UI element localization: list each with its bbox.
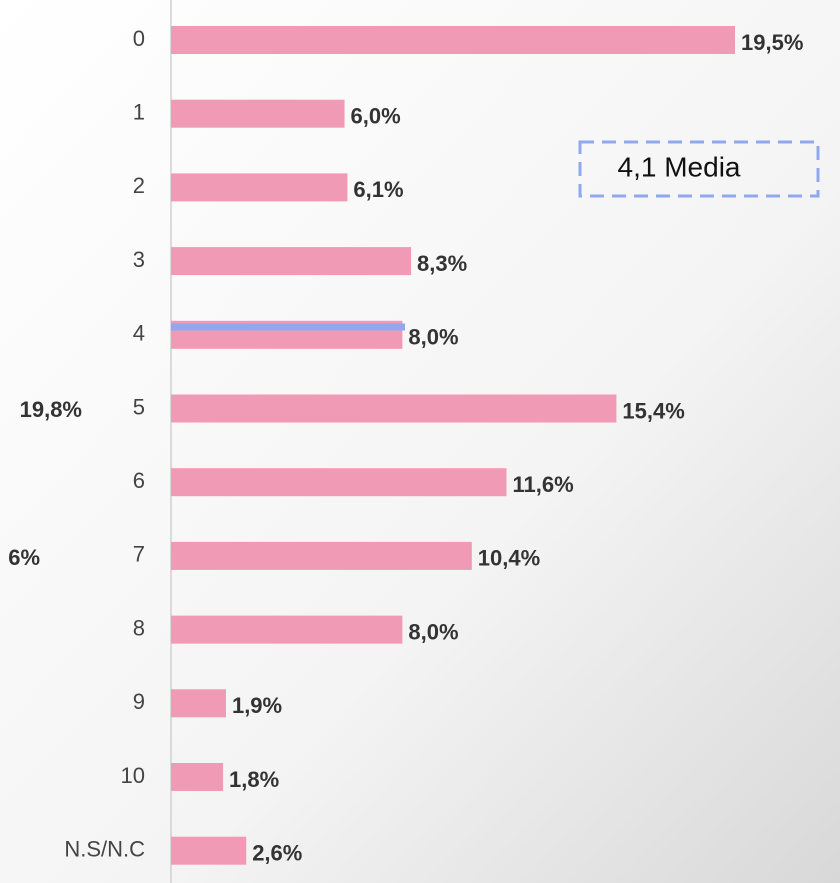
data-label: 1,9%: [232, 693, 282, 718]
data-label: 19,5%: [741, 30, 803, 55]
bar: [171, 689, 226, 718]
bar: [171, 247, 412, 276]
y-tick-label: 4: [133, 321, 145, 346]
bar: [171, 615, 403, 644]
y-tick-label: 3: [133, 247, 145, 272]
data-label: 8,0%: [408, 619, 458, 644]
bar: [171, 836, 247, 865]
bar: [171, 26, 735, 54]
y-tick-label: 6: [133, 468, 145, 493]
bar: [171, 541, 472, 570]
y-tick-label: 5: [133, 394, 145, 419]
annotation: 6%: [8, 545, 40, 570]
y-tick-label: 9: [133, 689, 145, 714]
bars: 0 19,5% 1 6,0% 2 6,1% 3 8,3% 4 8,0% 5 15,4% 6 11,6% 7 1…: [64, 26, 803, 866]
data-label: 10,4%: [478, 546, 540, 571]
bar: [171, 394, 617, 423]
bar: [171, 173, 348, 202]
y-tick-label: 2: [133, 173, 145, 198]
annotation: 4,1 Media: [618, 151, 741, 182]
annotation: 19,8%: [20, 397, 82, 422]
data-label: 1,8%: [229, 767, 279, 792]
y-tick-label: 7: [133, 542, 145, 567]
y-tick-label: 0: [133, 26, 145, 51]
y-tick-label: 8: [133, 615, 145, 640]
data-label: 2,6%: [252, 841, 302, 866]
data-label: 6,1%: [353, 177, 403, 202]
data-label: 6,0%: [351, 104, 401, 129]
data-label: 11,6%: [513, 472, 574, 497]
media-box: [578, 140, 820, 198]
y-tick-label: 1: [133, 100, 145, 125]
data-label: 8,3%: [417, 251, 467, 276]
bar: [171, 99, 345, 128]
bar: [171, 468, 507, 497]
bar: [171, 763, 224, 791]
data-label: 15,4%: [622, 398, 684, 423]
data-label: 8,0%: [408, 325, 458, 350]
y-tick-label: 10: [121, 763, 145, 788]
y-tick-label: N.S/N.C: [64, 837, 145, 862]
